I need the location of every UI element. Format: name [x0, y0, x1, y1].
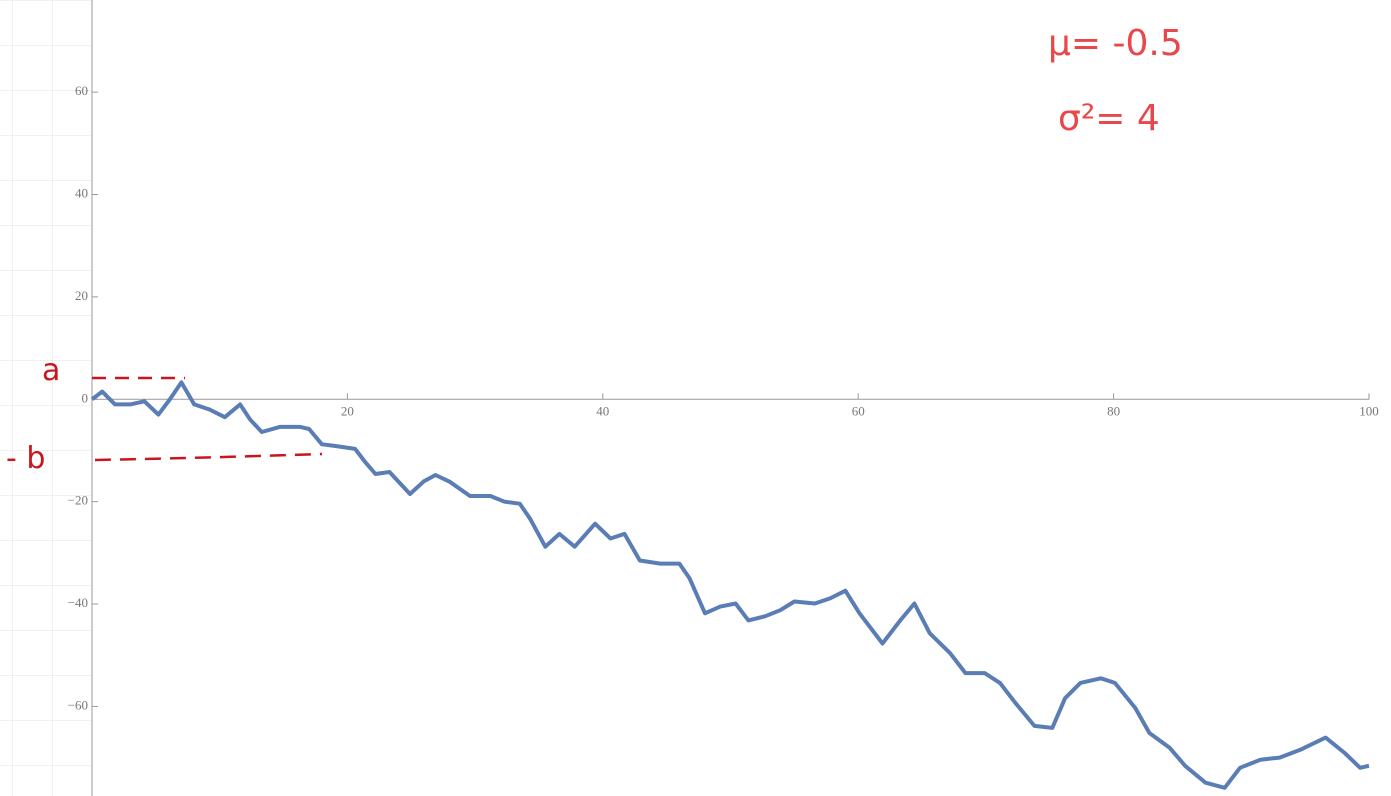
y-tick-label: 0	[82, 390, 89, 405]
data-line	[90, 380, 1370, 790]
x-tick-label: 20	[341, 403, 354, 418]
y-tick-label: −20	[68, 493, 88, 508]
b-annotation: - b	[6, 441, 45, 476]
sigma-annotation: σ²= 4	[1058, 98, 1160, 139]
y-tick-label: −40	[68, 595, 88, 610]
background-grid	[0, 0, 92, 796]
b-level-dash	[94, 452, 323, 462]
x-tick-label: 80	[1107, 403, 1120, 418]
y-tick-label: −60	[68, 697, 88, 712]
a-annotation: a	[42, 353, 60, 388]
y-tick-label: 20	[75, 288, 88, 303]
x-tick-label: 60	[852, 403, 865, 418]
y-tick-label: 40	[75, 186, 88, 201]
x-tick-label: 40	[596, 403, 609, 418]
y-tick-label: 60	[75, 83, 88, 98]
x-tick-label: 100	[1359, 403, 1379, 418]
mu-annotation: μ= -0.5	[1048, 23, 1183, 64]
